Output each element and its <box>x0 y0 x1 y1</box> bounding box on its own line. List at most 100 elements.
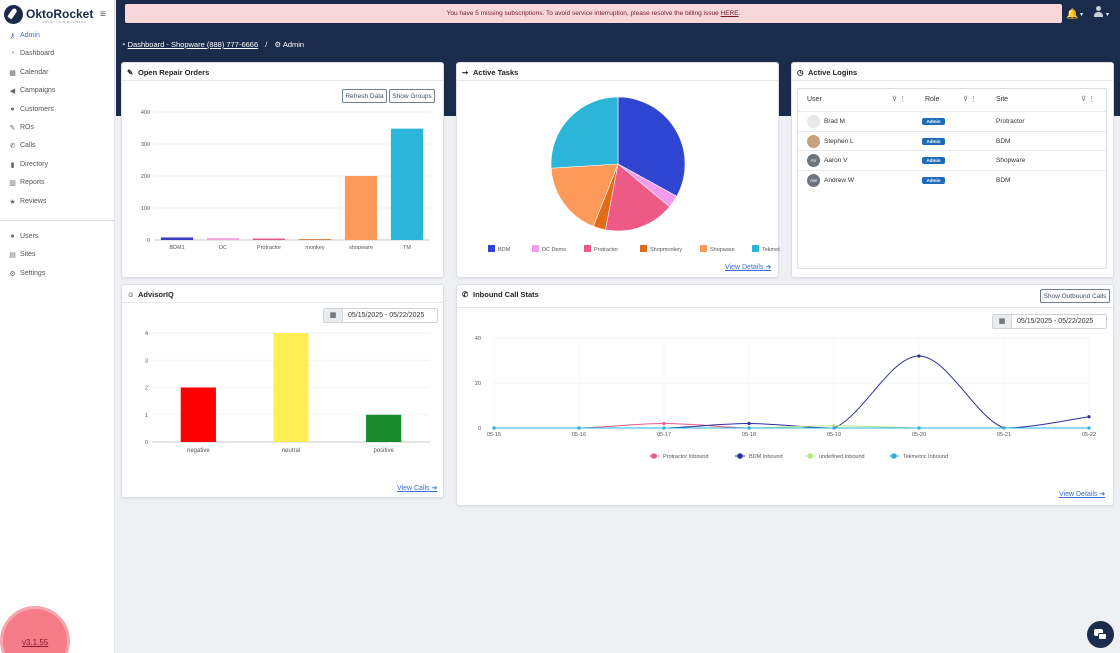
sidebar-item-calendar[interactable]: ▦ Calendar <box>0 66 115 82</box>
sidebar-item-settings[interactable]: ⚙ Settings <box>0 267 115 283</box>
sidebar-item-dashboard[interactable]: ◔ Dashboard <box>0 47 115 63</box>
data-point <box>662 421 666 426</box>
calendar-icon: ▦ <box>9 69 16 77</box>
sidebar-item-label: Users <box>20 233 39 240</box>
legend-label: DC Demo <box>542 247 566 253</box>
sidebar-item-label: Customers <box>20 105 54 113</box>
alert-tail: . <box>738 10 741 17</box>
role-badge: Admin <box>922 157 945 164</box>
legend-swatch <box>532 245 539 252</box>
bar-monkey <box>298 239 332 240</box>
bar-positive <box>366 414 402 442</box>
login-site: BDM <box>996 137 1011 145</box>
users-icon: ● <box>10 233 15 240</box>
y-tick-label: 100 <box>141 206 150 212</box>
oktorocket-logo[interactable]: OktoRocket GROW YOUR BUSINESS <box>4 4 99 26</box>
calls-view-details-link[interactable]: View Details ➜ <box>1059 491 1106 498</box>
breadcrumb-dashboard-link[interactable]: Dashboard - Shopware (888) 777-6666 <box>127 40 259 49</box>
filter-icon[interactable]: ⊽ ⋮ <box>963 96 978 103</box>
y-tick-label: 0 <box>145 440 148 446</box>
column-header-role[interactable]: Role <box>925 96 940 103</box>
user-account-icon[interactable] <box>1093 6 1104 18</box>
notification-bell-icon[interactable]: 🔔 <box>1066 9 1079 20</box>
active-tasks-pie-chart: BDM DC Demo Protractor Shopmonkey Shopware Te… <box>488 96 780 253</box>
sidebar-item-label: Reviews <box>20 197 47 205</box>
show-outbound-calls-button[interactable]: Show Outbound Calls <box>1040 289 1110 303</box>
y-tick-label: 200 <box>141 174 150 180</box>
refresh-data-button[interactable]: Refresh Data <box>342 89 387 103</box>
x-tick-label: 05-19 <box>827 432 841 438</box>
chevron-down-icon[interactable]: ▾ <box>1106 12 1110 18</box>
role-badge: Admin <box>922 118 945 125</box>
sidebar-item-directory[interactable]: ▮ Directory <box>0 158 115 174</box>
active-logins-title: Active Logins <box>808 68 858 77</box>
chat-icon[interactable] <box>1087 621 1114 648</box>
filter-icon[interactable]: ⊽ ⋮ <box>892 96 907 103</box>
version-link[interactable]: v3.1.55 <box>22 638 49 647</box>
column-header-user[interactable]: User <box>807 96 822 103</box>
view-calls-link[interactable]: View Calls ➜ <box>397 485 438 492</box>
sidebar-item-admin[interactable]: ⚷ Admin <box>0 29 115 45</box>
arrow-right-icon: ➞ <box>462 68 469 77</box>
sidebar-item-label: Campaigns <box>20 87 56 95</box>
table-row[interactable]: Stephen L Admin BDM <box>798 130 1106 150</box>
brand-name: OktoRocket <box>26 7 94 21</box>
advisoriq-date-range-picker[interactable]: ▦ 05/15/2025 - 05/22/2025 <box>323 308 438 323</box>
y-tick-label: 400 <box>141 110 150 116</box>
sidebar-item-reviews[interactable]: ★ Reviews <box>0 195 115 211</box>
dashboard-icon: ◔ <box>10 50 15 58</box>
inbound-calls-line-chart: 0 20 40 05-15 05-16 05-17 05-18 05-19 05-20 05-21… <box>475 336 1096 460</box>
legend-label: undefined Inbound <box>819 454 865 460</box>
sidebar-item-sites[interactable]: ▤ Sites <box>0 248 115 264</box>
avatar: AW <box>807 173 820 187</box>
bar-neutral <box>273 333 309 442</box>
legend-swatch <box>488 245 495 252</box>
clock-icon: ◷ <box>797 68 804 77</box>
billing-alert: You have 5 missing subscriptions. To avo… <box>125 4 1062 23</box>
table-row[interactable]: AV Aaron V Admin Shopware <box>798 150 1106 169</box>
sidebar-item-campaigns[interactable]: ◀ Campaigns <box>0 84 115 100</box>
calendar-icon[interactable]: ▦ <box>324 309 343 322</box>
bullhorn-icon: ◀ <box>9 88 16 96</box>
sidebar-item-label: Directory <box>20 160 49 168</box>
gear-icon: ⚙ <box>9 270 16 278</box>
avatar <box>807 134 820 148</box>
sidebar-item-calls[interactable]: ✆ Calls <box>0 139 115 155</box>
building-icon: ▤ <box>9 252 16 260</box>
pie-slice-shopware <box>550 163 619 227</box>
calls-date-range-picker[interactable]: ▦ 05/15/2025 - 05/22/2025 <box>992 314 1107 329</box>
sidebar-item-reports[interactable]: ▥ Reports <box>0 176 115 192</box>
alert-billing-link[interactable]: HERE <box>720 10 739 17</box>
data-point <box>832 424 836 428</box>
x-tick-label: TM <box>403 245 411 251</box>
y-tick-label: 20 <box>475 381 481 387</box>
calendar-icon[interactable]: ▦ <box>993 315 1012 328</box>
tasks-view-details-link[interactable]: View Details ➜ <box>725 264 772 271</box>
filter-icon[interactable]: ⊽ ⋮ <box>1081 96 1096 103</box>
column-header-site[interactable]: Site <box>996 96 1009 103</box>
chevron-down-icon[interactable]: ▾ <box>1080 12 1084 18</box>
login-site: BDM <box>996 176 1011 184</box>
role-badge: Admin <box>922 137 945 145</box>
y-tick-label: 4 <box>145 331 148 337</box>
sidebar-item-label: ROs <box>20 124 34 131</box>
wrench-icon: ✎ <box>127 68 134 77</box>
login-site: Shopware <box>996 157 1026 164</box>
show-groups-button[interactable]: Show Groups <box>389 89 435 103</box>
wrench-icon: ✎ <box>9 125 16 132</box>
bar-negative <box>180 387 216 442</box>
hamburger-menu-icon[interactable]: ≡ <box>100 9 106 20</box>
sidebar-item-customers[interactable]: ● Customers <box>0 103 115 119</box>
users-icon: ● <box>10 105 15 113</box>
y-tick-label: 0 <box>478 426 481 432</box>
sidebar-item-users[interactable]: ● Users <box>0 230 115 246</box>
login-user-name: Stephen L <box>824 137 854 145</box>
data-point <box>662 426 666 430</box>
table-row[interactable]: AW Andrew W Admin BDM <box>798 169 1106 189</box>
table-row[interactable]: Brad M Admin Protractor <box>798 111 1106 130</box>
sidebar-item-ros[interactable]: ✎ ROs <box>0 121 115 137</box>
legend-label: Protractor <box>594 247 618 253</box>
x-tick-label: neutral <box>282 448 300 454</box>
sidebar-item-label: Admin <box>20 32 40 39</box>
sidebar-item-label: Reports <box>20 179 45 187</box>
